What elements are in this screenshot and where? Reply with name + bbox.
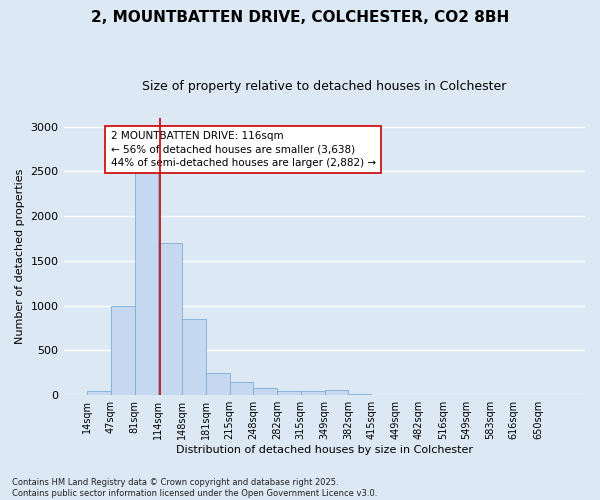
Y-axis label: Number of detached properties: Number of detached properties	[15, 169, 25, 344]
Bar	[348, 394, 371, 395]
Bar	[182, 319, 206, 395]
Bar	[277, 390, 301, 395]
Title: Size of property relative to detached houses in Colchester: Size of property relative to detached ho…	[142, 80, 506, 93]
Bar	[206, 373, 230, 395]
Bar	[87, 390, 110, 395]
Text: Contains HM Land Registry data © Crown copyright and database right 2025.
Contai: Contains HM Land Registry data © Crown c…	[12, 478, 377, 498]
Bar	[301, 390, 325, 395]
Bar	[325, 390, 348, 395]
Bar	[253, 388, 277, 395]
Bar	[158, 243, 182, 395]
Text: 2 MOUNTBATTEN DRIVE: 116sqm
← 56% of detached houses are smaller (3,638)
44% of : 2 MOUNTBATTEN DRIVE: 116sqm ← 56% of det…	[110, 131, 376, 168]
Text: 2, MOUNTBATTEN DRIVE, COLCHESTER, CO2 8BH: 2, MOUNTBATTEN DRIVE, COLCHESTER, CO2 8B…	[91, 10, 509, 25]
X-axis label: Distribution of detached houses by size in Colchester: Distribution of detached houses by size …	[176, 445, 473, 455]
Bar	[110, 306, 135, 395]
Bar	[230, 382, 253, 395]
Bar	[135, 172, 158, 395]
